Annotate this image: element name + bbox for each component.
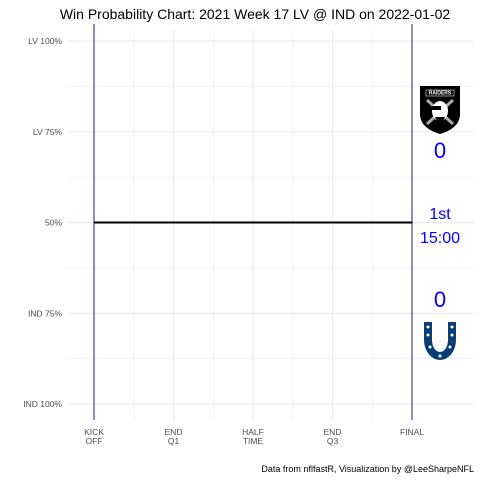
chart-title: Win Probability Chart: 2021 Week 17 LV @… (60, 6, 451, 22)
away-score: 0 (434, 138, 446, 163)
x-tick-label: HALF (242, 427, 264, 437)
colts-horseshoe-icon (424, 322, 456, 360)
y-tick-label: LV 100% (28, 36, 62, 46)
gridlines (68, 30, 474, 420)
x-tick-label: TIME (243, 436, 264, 446)
x-tick-label: OFF (86, 436, 103, 446)
svg-text:RAIDERS: RAIDERS (429, 91, 452, 97)
x-tick-label: Q3 (327, 436, 339, 446)
game-quarter: 1st (429, 206, 451, 223)
y-tick-label: LV 75% (33, 127, 63, 137)
raiders-logo-icon: RAIDERS (420, 86, 460, 134)
game-clock: 15:00 (420, 230, 460, 247)
x-tick-label: Q1 (168, 436, 180, 446)
y-tick-label: 50% (45, 218, 62, 228)
y-tick-label: IND 100% (23, 399, 62, 409)
chart-caption: Data from nflfastR, Visualization by @Le… (261, 464, 474, 474)
x-tick-label: FINAL (400, 427, 424, 437)
y-axis-tick-labels: LV 100% LV 75% 50% IND 75% IND 100% (23, 36, 62, 409)
x-tick-label: KICK (84, 427, 104, 437)
x-tick-label: END (165, 427, 183, 437)
y-tick-label: IND 75% (28, 308, 62, 318)
home-score: 0 (434, 287, 446, 312)
x-tick-label: END (324, 427, 342, 437)
